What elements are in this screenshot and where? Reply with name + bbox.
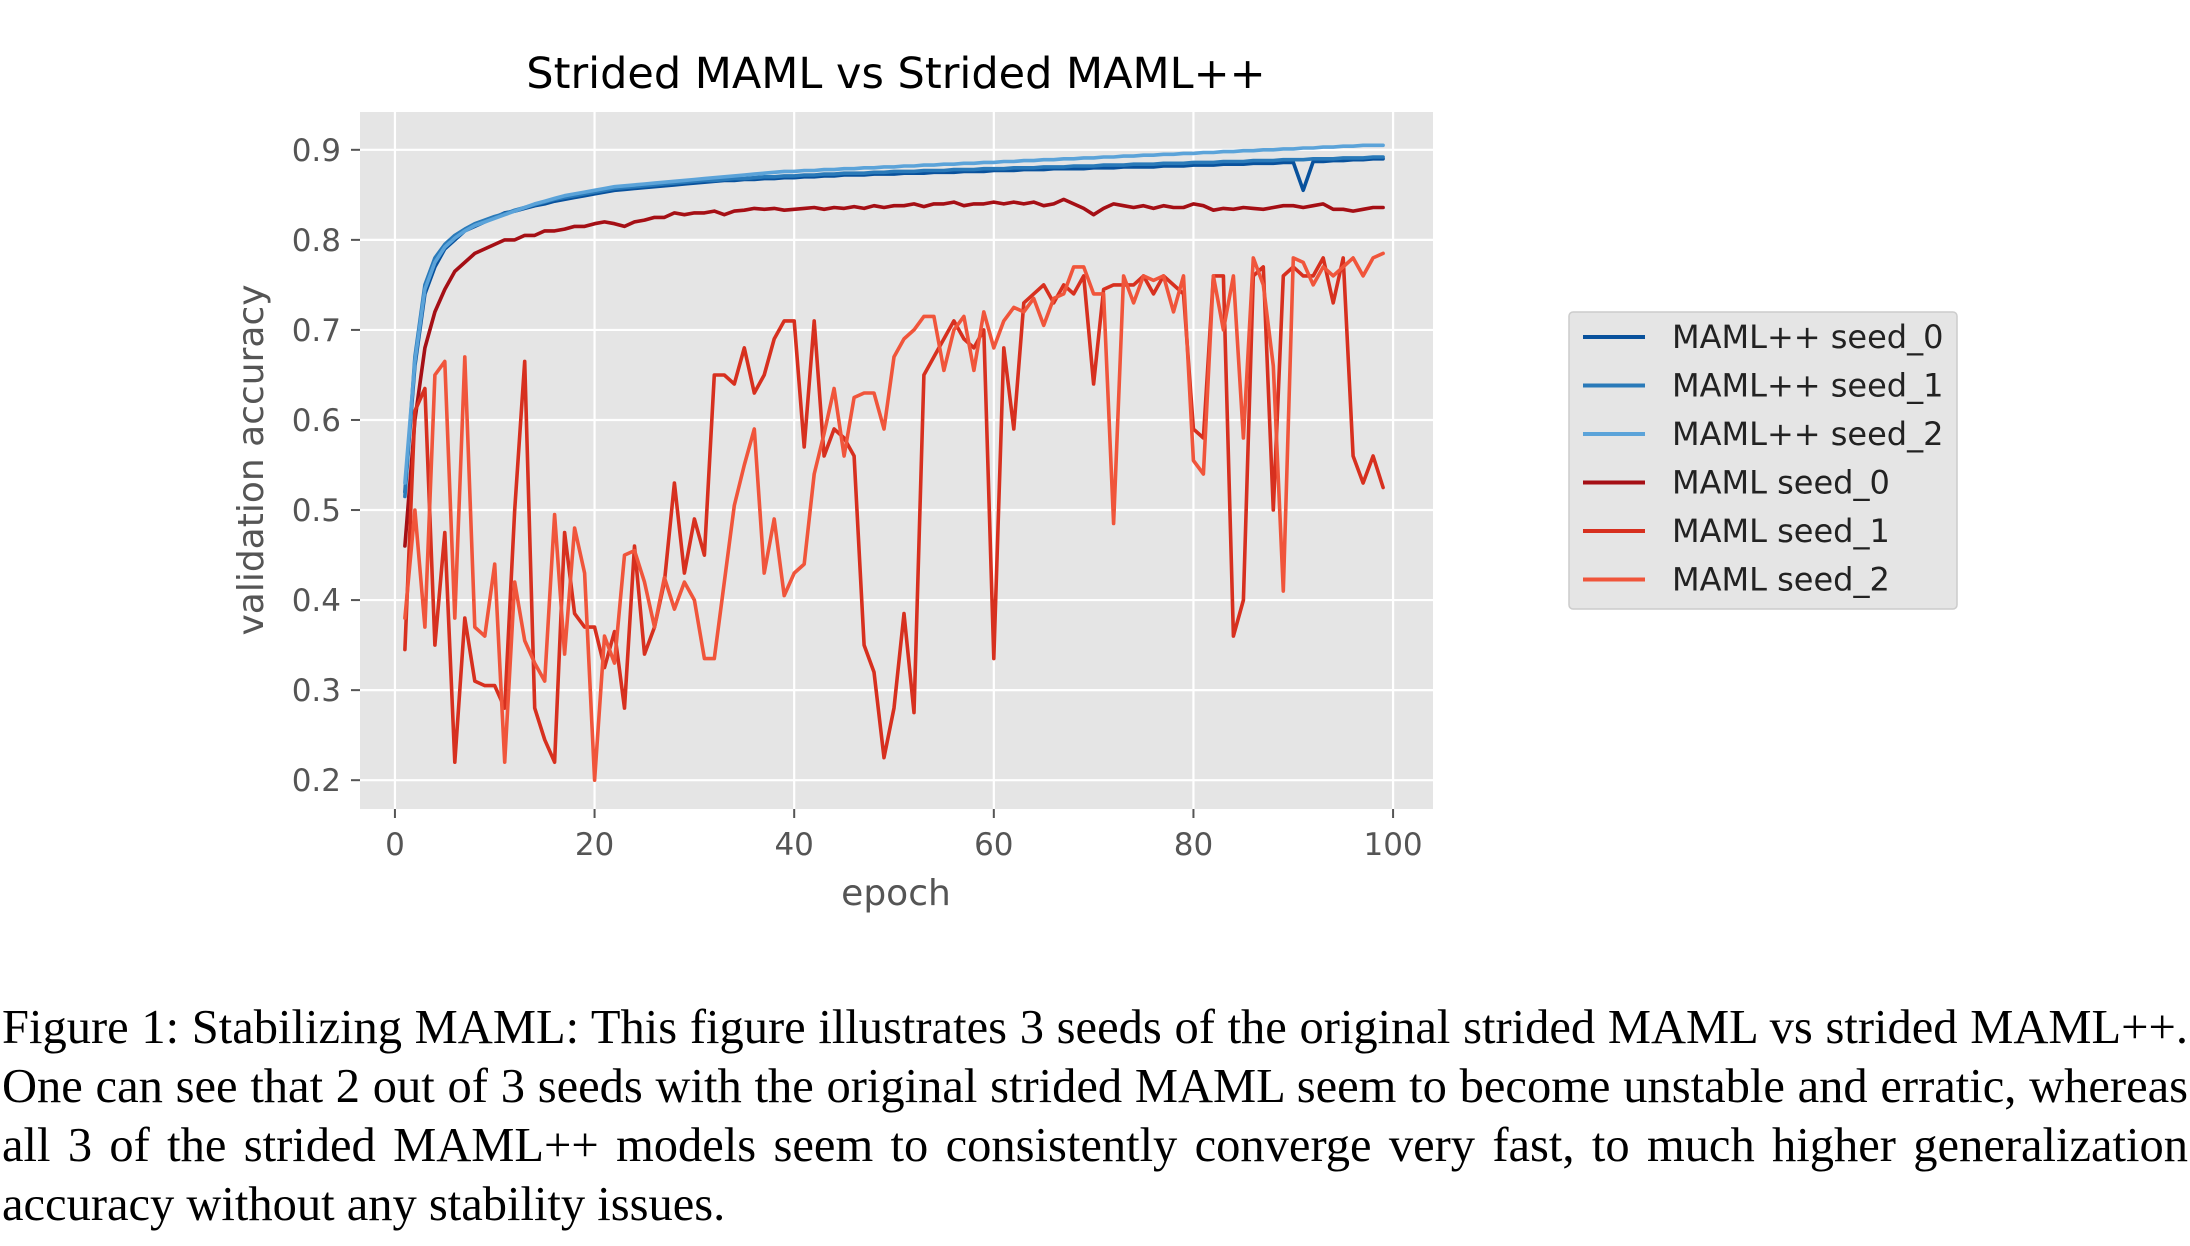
x-tick-label: 20 <box>575 827 614 863</box>
series-line-maml-plus-plus-seed-2 <box>403 143 1385 485</box>
x-tick-label: 0 <box>385 827 405 863</box>
legend-label: MAML seed_1 <box>1672 512 1890 550</box>
line-chart: Strided MAML vs Strided MAML++ 0 20 40 60 80… <box>231 49 1958 914</box>
x-tick-label: 100 <box>1363 827 1422 863</box>
series-line-maml-seed-2 <box>403 251 1385 783</box>
legend-item: MAML++ seed_2 <box>1583 415 1943 453</box>
legend-item: MAML seed_1 <box>1583 512 1890 550</box>
y-tick-label: 0.5 <box>292 493 341 529</box>
y-axis-label: validation accuracy <box>231 284 272 635</box>
gridlines <box>360 112 1433 809</box>
chart-title: Strided MAML vs Strided MAML++ <box>526 49 1265 99</box>
legend-item: MAML++ seed_1 <box>1583 367 1943 405</box>
axis-ticks: 0 20 40 60 80 100 0.2 0.3 0.4 0.5 0.6 0.7 0.8 0.9 <box>292 133 1423 863</box>
legend-label: MAML seed_0 <box>1672 464 1890 502</box>
y-tick-label: 0.3 <box>292 673 341 709</box>
series-line-maml-plus-plus-seed-0 <box>403 157 1385 494</box>
legend-item: MAML seed_2 <box>1583 561 1890 599</box>
figure-caption: Figure 1: Stabilizing MAML: This figure … <box>2 1001 2188 1231</box>
y-tick-label: 0.4 <box>292 583 341 619</box>
x-tick-label: 40 <box>774 827 813 863</box>
legend-label: MAML++ seed_2 <box>1672 415 1943 453</box>
series-lines <box>403 143 1385 783</box>
series-line-maml-seed-1 <box>403 256 1385 765</box>
x-tick-label: 80 <box>1174 827 1213 863</box>
y-tick-label: 0.9 <box>292 133 341 169</box>
x-axis-label: epoch <box>841 873 951 914</box>
x-tick-label: 60 <box>974 827 1013 863</box>
y-tick-label: 0.8 <box>292 223 341 259</box>
y-tick-label: 0.7 <box>292 313 341 349</box>
legend-item: MAML seed_0 <box>1583 464 1890 502</box>
legend-label: MAML++ seed_1 <box>1672 367 1943 405</box>
series-line-maml-seed-0 <box>403 197 1385 548</box>
y-tick-label: 0.2 <box>292 763 341 799</box>
legend-box <box>1568 311 1958 610</box>
legend: MAML++ seed_0 MAML++ seed_1 MAML++ seed_2 M… <box>1568 311 1958 610</box>
legend-label: MAML seed_2 <box>1672 561 1890 599</box>
legend-item: MAML++ seed_0 <box>1583 318 1943 356</box>
legend-label: MAML++ seed_0 <box>1672 318 1943 356</box>
y-tick-label: 0.6 <box>292 403 341 439</box>
